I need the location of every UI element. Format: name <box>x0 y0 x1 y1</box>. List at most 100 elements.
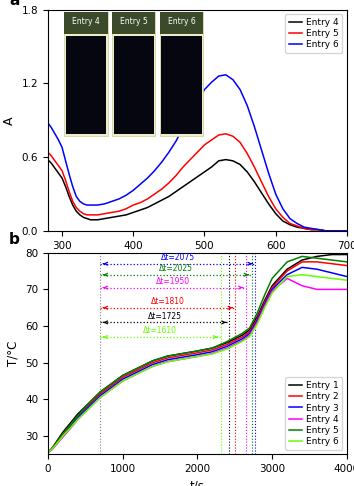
Entry 6 <box>57 438 61 444</box>
Legend: Entry 4, Entry 5, Entry 6: Entry 4, Entry 5, Entry 6 <box>285 14 342 53</box>
Entry 1 <box>68 420 72 426</box>
Entry 4 <box>96 217 100 223</box>
Entry 5 <box>110 209 114 215</box>
Entry 6 <box>88 202 93 208</box>
Entry 3 <box>300 264 304 270</box>
Entry 2 <box>255 316 259 322</box>
Entry 5 <box>274 206 278 212</box>
Entry 6 <box>288 216 292 222</box>
Entry 6 <box>231 77 235 83</box>
Entry 6 <box>46 450 50 455</box>
Entry 5 <box>180 351 184 357</box>
Entry 5 <box>288 221 292 226</box>
Entry 5 <box>217 132 221 138</box>
Entry 4 <box>285 276 289 281</box>
Entry 5 <box>96 212 100 218</box>
Entry 1 <box>165 353 170 359</box>
Entry 4 <box>165 359 170 364</box>
Entry 5 <box>315 255 319 261</box>
Entry 4 <box>150 364 155 369</box>
Entry 3 <box>210 349 215 355</box>
Entry 6 <box>85 202 89 208</box>
Entry 4 <box>61 434 65 440</box>
Entry 3 <box>315 266 319 272</box>
Entry 4 <box>255 319 259 325</box>
Entry 4 <box>85 216 89 222</box>
Entry 5 <box>53 441 57 447</box>
Entry 5 <box>167 180 171 186</box>
Entry 5 <box>53 158 57 164</box>
Entry 4 <box>113 383 117 389</box>
FancyBboxPatch shape <box>66 36 106 134</box>
Entry 6 <box>238 87 242 92</box>
Entry 5 <box>295 223 299 229</box>
Entry 1 <box>91 397 95 402</box>
Entry 4 <box>217 158 221 164</box>
Entry 2 <box>46 450 50 455</box>
Entry 6 <box>217 73 221 79</box>
Entry 5 <box>302 226 306 231</box>
Entry 6 <box>267 170 271 176</box>
Entry 6 <box>338 228 342 234</box>
Entry 5 <box>331 228 335 234</box>
Y-axis label: T/°C: T/°C <box>6 341 19 366</box>
Entry 2 <box>68 422 72 428</box>
Entry 2 <box>57 436 61 442</box>
Entry 5 <box>345 228 349 234</box>
Entry 6 <box>195 354 200 360</box>
Entry 4 <box>330 286 334 292</box>
Entry 5 <box>67 189 71 194</box>
Entry 4 <box>324 228 328 234</box>
Entry 5 <box>252 164 256 170</box>
Entry 2 <box>180 352 184 358</box>
Line: Entry 4: Entry 4 <box>48 278 347 452</box>
Entry 6 <box>300 272 304 278</box>
Entry 4 <box>120 378 125 384</box>
Entry 6 <box>56 137 61 143</box>
Entry 4 <box>138 207 143 213</box>
Entry 5 <box>91 397 95 402</box>
Entry 6 <box>259 147 264 153</box>
Entry 5 <box>92 212 96 218</box>
Entry 1 <box>240 332 244 338</box>
Entry 4 <box>338 228 342 234</box>
Entry 5 <box>49 153 53 159</box>
Entry 6 <box>295 221 299 226</box>
Entry 5 <box>120 373 125 379</box>
Entry 1 <box>150 358 155 364</box>
Entry 1 <box>330 252 334 258</box>
Entry 4 <box>98 395 102 400</box>
Entry 4 <box>345 228 349 234</box>
Entry 4 <box>49 160 53 166</box>
Entry 4 <box>68 426 72 432</box>
Entry 6 <box>128 375 132 381</box>
Entry 1 <box>53 440 57 446</box>
Entry 2 <box>247 329 252 334</box>
Entry 1 <box>195 348 200 354</box>
Entry 2 <box>150 360 155 365</box>
Entry 6 <box>263 305 267 311</box>
Entry 3 <box>83 407 87 413</box>
Entry 6 <box>252 123 256 129</box>
Entry 4 <box>110 214 114 220</box>
Entry 6 <box>113 383 117 389</box>
Entry 3 <box>128 373 132 379</box>
Entry 6 <box>76 417 80 422</box>
Entry 6 <box>103 201 107 207</box>
Entry 4 <box>180 356 184 362</box>
Entry 1 <box>247 327 252 332</box>
Entry 4 <box>224 156 228 162</box>
Entry 6 <box>63 158 68 164</box>
Entry 2 <box>135 367 139 373</box>
Entry 4 <box>245 169 249 175</box>
Text: Entry 5: Entry 5 <box>120 17 148 26</box>
Entry 5 <box>57 436 61 442</box>
Entry 6 <box>225 346 229 352</box>
Entry 4 <box>316 226 321 232</box>
Entry 5 <box>160 186 164 192</box>
Entry 6 <box>105 389 110 395</box>
Entry 6 <box>180 356 184 362</box>
Entry 5 <box>85 212 89 218</box>
Entry 5 <box>285 259 289 265</box>
Entry 5 <box>270 276 274 281</box>
